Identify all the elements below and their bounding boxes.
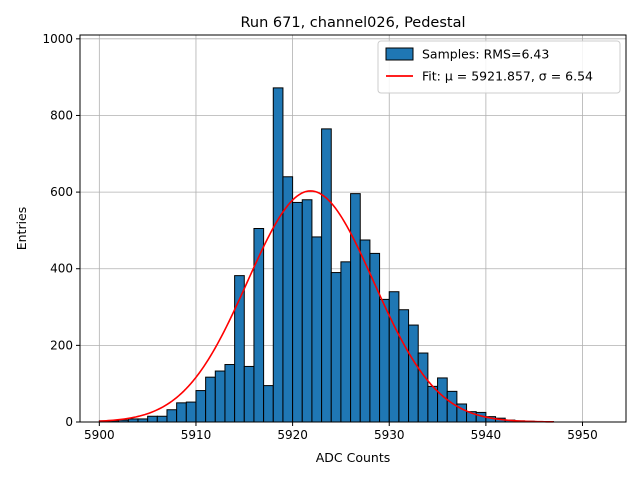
histogram-bar — [272, 87, 284, 423]
histogram-bar — [292, 201, 303, 423]
histogram-bar — [147, 415, 158, 423]
chart-title: Run 671, channel026, Pedestal — [240, 15, 465, 31]
histogram-bar — [437, 377, 448, 423]
histogram-bar — [263, 385, 274, 423]
histogram-bar — [408, 324, 419, 423]
histogram-bar — [205, 376, 216, 423]
legend-box — [377, 40, 621, 94]
histogram-bar — [427, 385, 439, 423]
histogram-bar — [214, 370, 226, 423]
histogram-bar — [282, 176, 294, 423]
histogram-bar — [340, 261, 352, 423]
histogram-bar — [195, 390, 207, 423]
y-tick-label: 0 — [65, 415, 73, 429]
x-tick-label: 5950 — [567, 428, 598, 442]
plot-area: 5900 5910 5920 5930 5940 5950 0 200 400 600 800 100… — [14, 15, 627, 465]
histogram-bar — [388, 291, 400, 423]
histogram-bar — [224, 364, 236, 423]
y-tick-label: 1000 — [42, 32, 73, 46]
histogram-bar — [156, 415, 168, 423]
histogram-bar — [243, 365, 255, 423]
y-tick-label: 600 — [50, 185, 73, 199]
y-tick-label: 800 — [50, 108, 73, 122]
histogram-bar — [417, 352, 429, 423]
histogram-bar — [166, 409, 178, 423]
legend-swatch-samples — [385, 47, 414, 61]
x-tick-label: 5910 — [181, 428, 212, 442]
histogram-bar — [446, 390, 458, 423]
y-tick-label: 200 — [50, 338, 73, 352]
histogram-bar — [176, 402, 187, 423]
histogram-bar — [330, 272, 342, 423]
x-axis-label: ADC Counts — [316, 450, 391, 465]
x-tick-label: 5930 — [374, 428, 405, 442]
x-tick-label: 5940 — [471, 428, 502, 442]
y-axis-label: Entries — [14, 207, 29, 251]
legend-label-fit: Fit: μ = 5921.857, σ = 6.54 — [422, 69, 593, 84]
histogram-bar — [350, 193, 361, 423]
x-tick-label: 5920 — [277, 428, 308, 442]
histogram-bar — [301, 199, 313, 423]
y-tick-label: 400 — [50, 262, 73, 276]
x-tick-label: 5900 — [84, 428, 115, 442]
histogram-bar — [321, 128, 332, 423]
histogram-bar — [311, 236, 323, 423]
legend-label-samples: Samples: RMS=6.43 — [422, 47, 549, 62]
histogram-bar — [398, 309, 410, 423]
histogram-bar — [369, 252, 381, 423]
histogram-bar — [379, 298, 390, 423]
axes-frame — [79, 34, 627, 423]
histogram-bar — [359, 239, 371, 423]
histogram-bar — [185, 401, 197, 423]
fit-curve — [99, 190, 554, 423]
